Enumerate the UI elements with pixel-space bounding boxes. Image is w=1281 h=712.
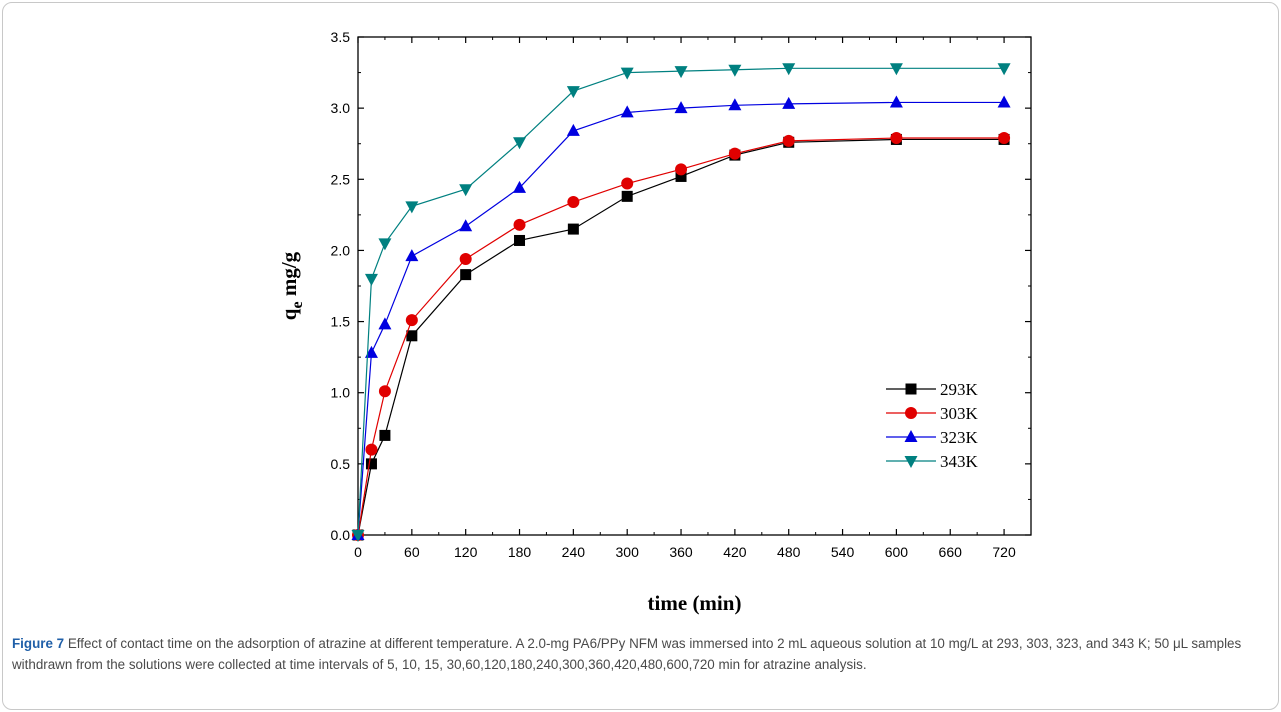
data-point-323K bbox=[459, 219, 473, 232]
series-line-303K bbox=[357, 137, 1005, 536]
data-point-323K bbox=[566, 123, 580, 136]
data-point-343K bbox=[620, 67, 634, 80]
data-point-343K bbox=[459, 184, 473, 197]
data-point-343K bbox=[378, 238, 392, 251]
legend-item-323K: 323K bbox=[886, 428, 979, 447]
data-point-343K bbox=[782, 63, 796, 76]
data-point-323K bbox=[378, 317, 392, 330]
y-tick-label: 1.0 bbox=[331, 385, 351, 401]
data-point-323K bbox=[364, 345, 378, 358]
x-tick-label: 300 bbox=[616, 544, 640, 560]
adsorption-chart: 0 60 120 180 240 300 360 420 480 540 600 660 720 0.0 0… bbox=[277, 29, 1032, 615]
data-point-303K bbox=[567, 196, 580, 209]
x-tick-label: 120 bbox=[454, 544, 478, 560]
data-point-343K bbox=[351, 530, 365, 542]
chart-series bbox=[351, 63, 1011, 542]
series-293K bbox=[352, 133, 1010, 541]
data-point-323K bbox=[513, 180, 527, 193]
y-tick-label: 3.0 bbox=[331, 100, 351, 116]
figure-label: Figure 7 bbox=[12, 636, 65, 651]
legend-item-343K: 343K bbox=[886, 452, 979, 471]
data-point-343K bbox=[364, 273, 378, 286]
figure-caption: Figure 7 Effect of contact time on the a… bbox=[12, 633, 1270, 675]
legend-marker bbox=[904, 456, 918, 468]
data-point-303K bbox=[513, 218, 526, 231]
data-point-293K bbox=[514, 234, 526, 246]
legend-item-293K: 293K bbox=[886, 380, 979, 399]
data-point-323K bbox=[782, 96, 796, 109]
data-point-323K bbox=[674, 101, 688, 114]
legend-marker bbox=[905, 407, 917, 419]
data-point-303K bbox=[621, 177, 634, 190]
data-point-303K bbox=[890, 132, 903, 145]
data-point-303K bbox=[998, 132, 1011, 145]
legend-marker bbox=[904, 430, 918, 442]
data-point-323K bbox=[728, 98, 742, 111]
x-axis-title: time (min) bbox=[648, 591, 742, 615]
data-point-303K bbox=[459, 252, 472, 265]
data-point-323K bbox=[620, 105, 634, 118]
data-point-343K bbox=[889, 63, 903, 76]
legend-label: 303K bbox=[940, 404, 979, 423]
figure-caption-text: Effect of contact time on the adsorption… bbox=[12, 636, 1242, 672]
x-tick-label: 180 bbox=[508, 544, 532, 560]
data-point-293K bbox=[567, 223, 579, 235]
chart-axes: 0 60 120 180 240 300 360 420 480 540 600 660 720 0.0 0… bbox=[331, 29, 1032, 560]
data-point-303K bbox=[782, 134, 795, 147]
legend-item-303K: 303K bbox=[886, 404, 979, 423]
data-point-323K bbox=[889, 95, 903, 108]
x-tick-label: 540 bbox=[831, 544, 855, 560]
y-tick-label: 2.0 bbox=[331, 242, 351, 258]
x-tick-label: 60 bbox=[404, 544, 420, 560]
data-point-293K bbox=[365, 458, 377, 470]
x-tick-label: 660 bbox=[939, 544, 963, 560]
data-point-293K bbox=[460, 269, 472, 281]
data-point-303K bbox=[728, 147, 741, 160]
data-point-323K bbox=[405, 249, 419, 262]
data-point-343K bbox=[674, 66, 688, 79]
legend-label: 293K bbox=[940, 380, 979, 399]
x-tick-label: 0 bbox=[354, 544, 362, 560]
x-tick-label: 240 bbox=[562, 544, 586, 560]
data-point-343K bbox=[513, 137, 527, 150]
data-point-293K bbox=[675, 170, 687, 182]
data-point-303K bbox=[405, 314, 418, 327]
chart-legend: 293K 303K 323K 343K bbox=[886, 380, 979, 471]
y-tick-label: 0.5 bbox=[331, 456, 351, 472]
data-point-303K bbox=[378, 385, 391, 398]
x-tick-label: 480 bbox=[777, 544, 801, 560]
data-point-343K bbox=[405, 201, 419, 214]
x-tick-label: 360 bbox=[669, 544, 693, 560]
legend-label: 323K bbox=[940, 428, 979, 447]
legend-marker bbox=[905, 383, 917, 395]
data-point-293K bbox=[379, 429, 391, 441]
x-tick-label: 720 bbox=[992, 544, 1016, 560]
series-line-293K bbox=[357, 138, 1005, 536]
data-point-293K bbox=[621, 190, 633, 202]
data-point-303K bbox=[365, 443, 378, 456]
y-tick-label: 2.5 bbox=[331, 171, 351, 187]
data-point-293K bbox=[406, 330, 418, 342]
plot-frame bbox=[357, 36, 1032, 536]
series-323K bbox=[351, 95, 1011, 540]
legend-label: 343K bbox=[940, 452, 979, 471]
x-tick-label: 420 bbox=[723, 544, 747, 560]
y-tick-label: 3.5 bbox=[331, 29, 351, 45]
data-point-303K bbox=[675, 163, 688, 176]
data-point-323K bbox=[997, 95, 1011, 108]
data-point-343K bbox=[997, 63, 1011, 76]
y-tick-label: 0.0 bbox=[331, 527, 351, 543]
data-point-343K bbox=[566, 86, 580, 99]
data-point-343K bbox=[728, 64, 742, 77]
x-tick-label: 600 bbox=[885, 544, 909, 560]
y-axis-title: qe mg/g bbox=[277, 251, 306, 320]
series-343K bbox=[351, 63, 1011, 542]
y-tick-label: 1.5 bbox=[331, 314, 351, 330]
